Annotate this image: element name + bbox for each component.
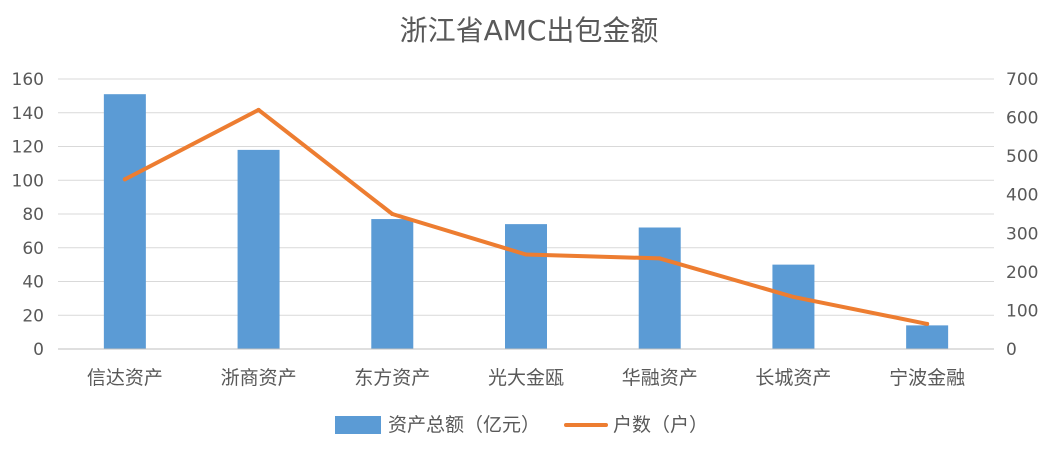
right-tick-label: 0 <box>1006 340 1017 360</box>
left-tick-label: 140 <box>12 104 44 124</box>
line-point <box>657 256 662 261</box>
chart-title: 浙江省AMC出包金额 <box>400 14 659 47</box>
line-point <box>390 212 395 216</box>
x-tick-label: 信达资产 <box>87 367 163 389</box>
right-tick-label: 100 <box>1006 301 1038 321</box>
x-tick-label: 华融资产 <box>622 367 698 389</box>
left-tick-label: 160 <box>12 70 44 90</box>
line-series <box>122 107 930 326</box>
x-tick-label: 长城资产 <box>755 367 831 389</box>
left-tick-label: 100 <box>12 171 44 191</box>
line-point <box>256 107 261 112</box>
x-tick-label: 光大金瓯 <box>488 367 564 389</box>
line-point <box>524 252 528 257</box>
right-tick-label: 700 <box>1006 70 1038 90</box>
x-tick-label: 宁波金融 <box>889 367 965 389</box>
line-point <box>122 177 127 182</box>
line-point <box>925 321 930 326</box>
bar <box>505 224 547 349</box>
line-point <box>791 294 796 299</box>
legend: 资产总额（亿元） 户数（户） <box>335 414 708 436</box>
right-tick-label: 300 <box>1006 224 1038 244</box>
legend-bar-swatch <box>335 416 381 434</box>
left-tick-label: 120 <box>12 138 44 158</box>
bar-series <box>103 94 949 349</box>
legend-line-label: 户数（户） <box>613 414 708 436</box>
bar <box>371 219 414 349</box>
left-tick-label: 40 <box>22 273 44 293</box>
right-tick-label: 500 <box>1006 147 1038 167</box>
left-y-axis: 0 20 40 60 80 100 120 140 160 <box>12 70 44 360</box>
left-tick-label: 0 <box>33 340 44 360</box>
x-tick-label: 东方资产 <box>354 367 430 389</box>
x-tick-label: 浙商资产 <box>221 367 297 389</box>
left-tick-label: 60 <box>22 239 44 259</box>
left-tick-label: 20 <box>22 306 44 326</box>
bar <box>772 264 815 349</box>
right-tick-label: 600 <box>1006 109 1038 129</box>
bar <box>638 227 681 349</box>
legend-bar-label: 资产总额（亿元） <box>388 414 540 436</box>
bar <box>906 325 949 349</box>
right-tick-label: 200 <box>1006 263 1038 283</box>
bar <box>237 149 280 349</box>
x-axis: 信达资产 浙商资产 东方资产 光大金瓯 华融资产 长城资产 宁波金融 <box>58 348 994 389</box>
right-y-axis: 0 100 200 300 400 500 600 700 <box>1006 70 1038 360</box>
left-tick-label: 80 <box>22 205 44 225</box>
bar <box>103 94 146 349</box>
right-tick-label: 400 <box>1006 186 1038 206</box>
